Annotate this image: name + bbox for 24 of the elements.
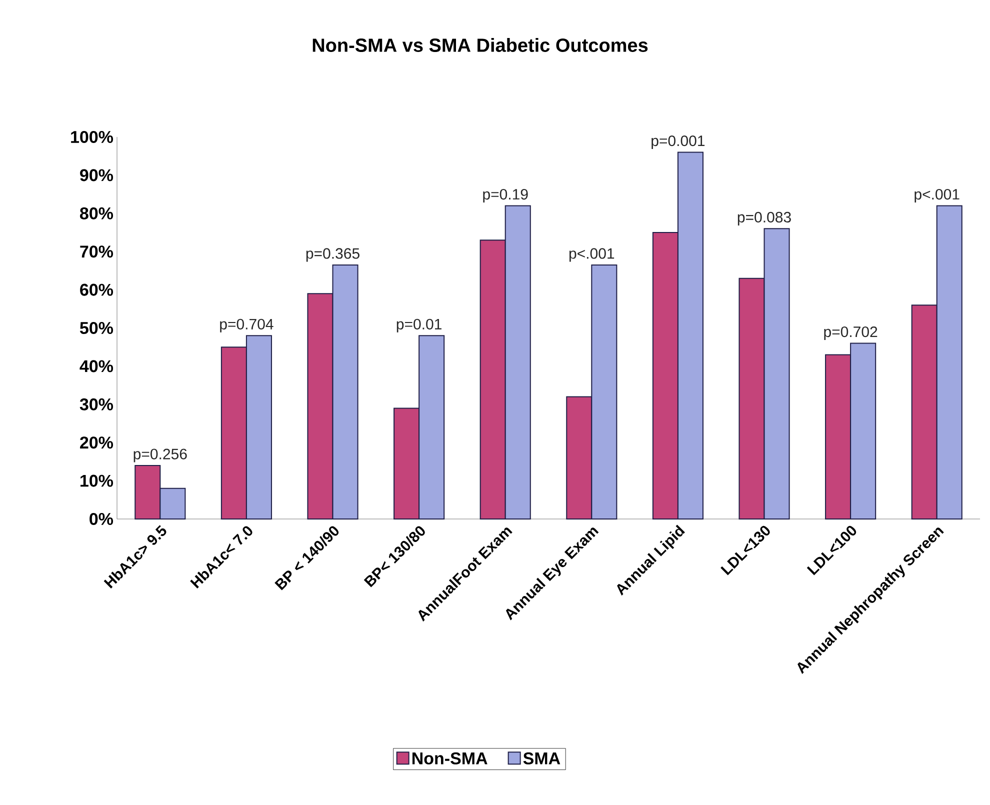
annotation: p=0.19 <box>483 188 528 203</box>
annotation: p=0.001 <box>652 135 705 150</box>
y-tick-label: 50% <box>80 322 114 334</box>
legend-label: SMA <box>523 752 560 764</box>
y-tick-label: 40% <box>80 360 114 372</box>
y-tick-label: 80% <box>80 207 114 220</box>
y-tick-label: 10% <box>80 474 114 487</box>
annotation: p=0.083 <box>738 212 791 226</box>
y-tick-label: 60% <box>80 284 114 296</box>
y-tick-label: 70% <box>80 246 114 258</box>
legend-label: Non-SMA <box>412 752 488 764</box>
annotation: p<.001 <box>569 248 614 262</box>
y-tick-label: 100% <box>71 130 114 144</box>
y-tick-label: 0% <box>90 512 114 526</box>
annotation: p=0.256 <box>134 448 187 462</box>
annotation: p<.001 <box>914 188 960 203</box>
annotation: p=0.365 <box>306 248 360 262</box>
y-tick-label: 20% <box>80 436 114 449</box>
chart-title: Non-SMA vs SMA Diabetic Outcomes <box>312 38 648 52</box>
y-tick-label: 90% <box>80 169 114 182</box>
annotation: p=0.702 <box>824 326 878 340</box>
annotation: p=0.01 <box>396 318 442 332</box>
y-tick-label: 30% <box>80 398 114 410</box>
annotation: p=0.704 <box>220 318 274 332</box>
